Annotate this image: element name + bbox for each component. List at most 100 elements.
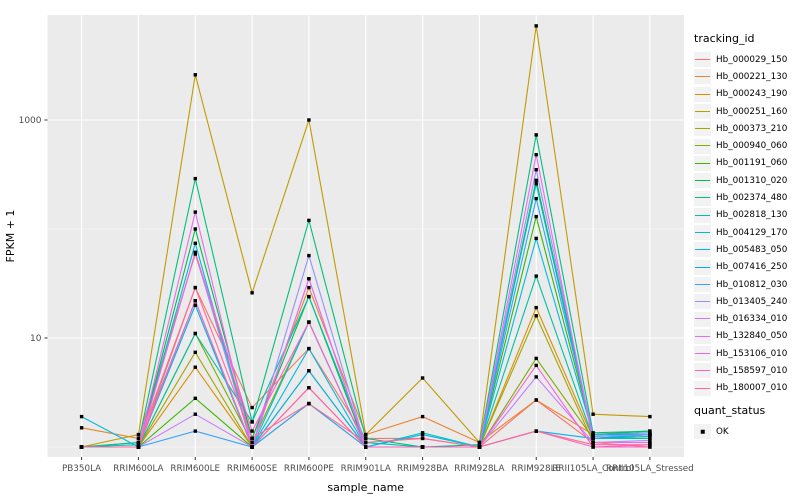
legend-line-icon [695,214,710,216]
data-point [307,386,311,390]
data-point [307,277,311,281]
data-point [136,440,141,445]
legend-item-label: Hb_013405_240 [716,296,788,307]
legend-key-swatch [694,380,711,396]
data-point [193,396,197,400]
legend-line-icon [695,335,710,337]
data-point [193,331,197,336]
data-point [193,365,197,369]
data-point [648,432,652,437]
data-point [534,314,538,318]
legend-line-icon [695,231,710,233]
legend-line-icon [695,266,710,268]
legend-item-label: Hb_158597_010 [716,365,788,376]
legend-item-Hb_001310_020: Hb_001310_020 [694,172,787,189]
legend-item-label: Hb_000029_150 [716,54,788,65]
legend-item-Hb_004129_170: Hb_004129_170 [694,224,787,241]
data-point [193,210,197,214]
data-point [591,431,595,435]
data-point [307,118,311,122]
legend-key-swatch [694,173,711,189]
data-point [420,436,425,441]
legend-item-Hb_158597_010: Hb_158597_010 [694,362,787,379]
legend-key-swatch [694,225,711,241]
data-point [193,176,197,181]
data-point [648,434,652,439]
legend-item-Hb_002374_480: Hb_002374_480 [694,189,787,206]
legend-line-icon [695,162,710,164]
data-point [136,445,141,449]
data-point [534,356,538,361]
legend-key-swatch [694,138,711,154]
legend-line-icon [695,283,710,285]
data-point [534,214,538,219]
data-point [648,429,652,433]
legend-key-swatch [694,155,711,171]
legend-item-label: Hb_004129_170 [716,227,788,238]
data-point [534,24,538,28]
data-point [591,434,595,439]
legend-item-Hb_000221_130: Hb_000221_130 [694,68,787,85]
x-tick-label: RRIM600LE [170,464,220,474]
legend-key-swatch [694,207,711,223]
legend-key-swatch [694,277,711,292]
data-point [193,285,197,290]
legend-item-Hb_016334_010: Hb_016334_010 [694,310,787,327]
data-point [79,414,84,419]
data-point [193,350,197,354]
legend-line-icon [695,370,710,372]
data-point [307,346,311,351]
legend-key-swatch [694,311,711,327]
data-point [193,250,197,255]
data-point [79,445,84,449]
data-point [420,431,425,435]
legend-item-Hb_005483_050: Hb_005483_050 [694,241,787,258]
legend-key-swatch [694,121,711,137]
legend-item-Hb_000029_150: Hb_000029_150 [694,51,787,68]
legend-key-swatch [694,69,711,85]
legend-item-label: Hb_180007_010 [716,383,788,394]
data-point [193,73,197,77]
legend-item-label: Hb_010812_030 [716,279,788,290]
legend-quant-status-title: quant_status [694,404,766,417]
legend-quant-status-items: OK [694,423,765,440]
x-tick-label: RRIM928LE [511,464,561,474]
data-point [477,443,482,447]
data-point [591,432,595,437]
data-point [193,303,197,307]
data-point [250,445,254,449]
legend-item-label: Hb_002818_130 [716,210,788,221]
legend-key-swatch [694,424,711,440]
data-point [307,285,311,290]
data-point [364,440,368,445]
data-point [136,432,141,437]
legend-line-icon [695,145,710,147]
data-point [79,426,84,430]
legend-item-label: Hb_000373_210 [716,123,788,134]
legend-key-swatch [694,259,711,275]
data-point [193,412,197,416]
data-point [534,182,538,186]
data-point [364,436,368,441]
x-tick-label: RRIM928LA [454,464,504,474]
legend-item-label: Hb_005483_050 [716,244,788,255]
legend-key-swatch [694,104,711,120]
x-tick-label: RRII105LA_Stressed [606,464,694,474]
legend-item-label: Hb_001310_020 [716,175,788,186]
legend-line-icon [695,249,710,251]
legend-item-label: Hb_000251_160 [716,106,788,117]
data-point [193,299,197,303]
data-point [534,153,538,157]
data-point [591,412,595,416]
data-point [250,291,254,295]
data-point [250,405,254,410]
legend-item-Hb_002818_130: Hb_002818_130 [694,207,787,224]
data-point [193,227,197,231]
legend-item-label: OK [716,426,729,437]
legend-item-Hb_010812_030: Hb_010812_030 [694,276,787,293]
data-point [591,440,595,445]
data-point [534,429,538,433]
legend-item-Hb_007416_250: Hb_007416_250 [694,259,787,276]
legend-item-Hb_000940_060: Hb_000940_060 [694,137,787,154]
